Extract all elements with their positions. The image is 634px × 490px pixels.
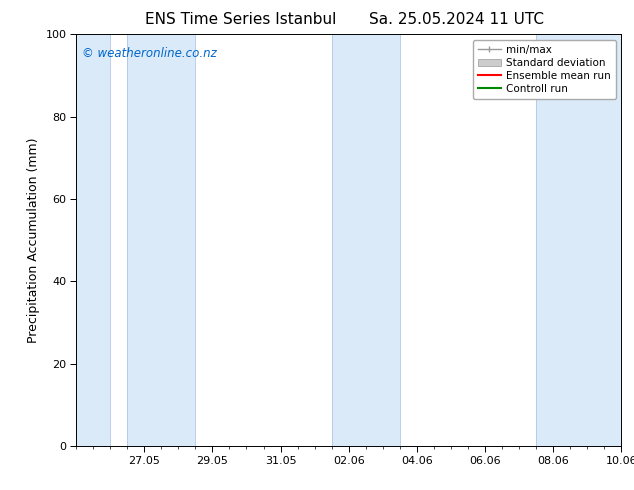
Legend: min/max, Standard deviation, Ensemble mean run, Controll run: min/max, Standard deviation, Ensemble me… [473, 40, 616, 99]
Text: Sa. 25.05.2024 11 UTC: Sa. 25.05.2024 11 UTC [369, 12, 544, 27]
Text: ENS Time Series Istanbul: ENS Time Series Istanbul [145, 12, 337, 27]
Bar [536, 34, 621, 446]
Bar [76, 34, 110, 446]
Text: © weatheronline.co.nz: © weatheronline.co.nz [82, 47, 216, 60]
Y-axis label: Precipitation Accumulation (mm): Precipitation Accumulation (mm) [27, 137, 40, 343]
Bar [332, 34, 400, 446]
Bar [127, 34, 195, 446]
